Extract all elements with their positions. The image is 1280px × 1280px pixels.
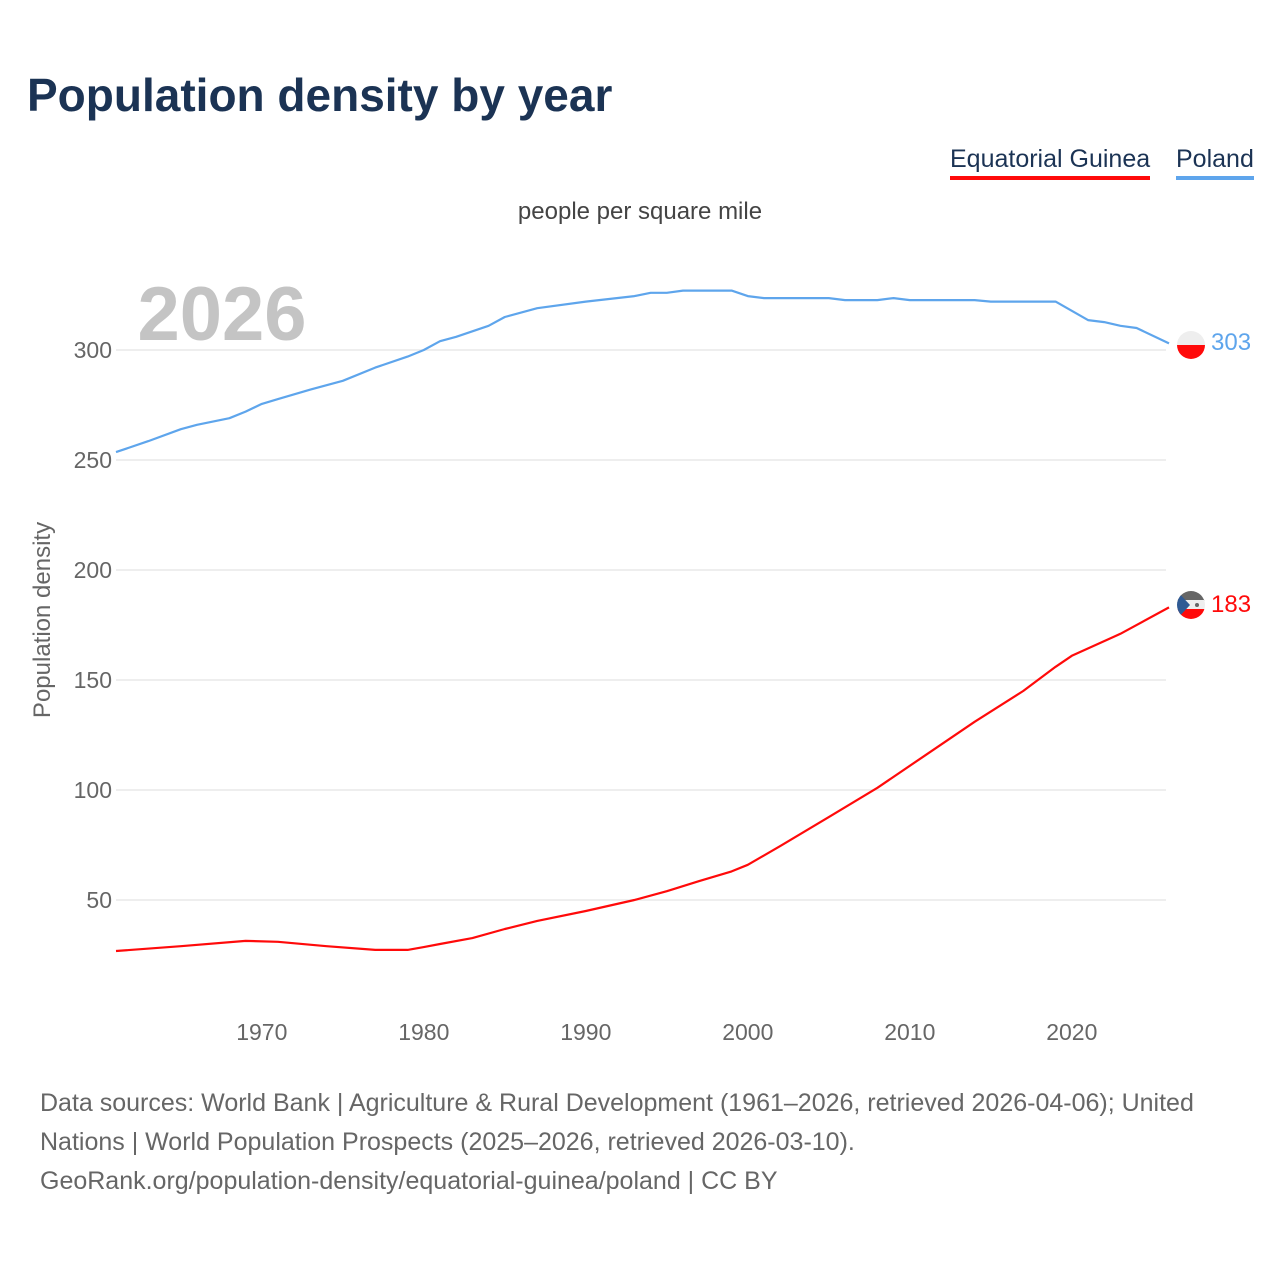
series-line-equatorial-guinea[interactable] — [115, 606, 1170, 953]
y-tick-label: 250 — [74, 447, 112, 473]
x-tick-label: 1990 — [560, 1019, 611, 1045]
x-tick-label: 2000 — [722, 1019, 773, 1045]
y-tick-label: 300 — [74, 337, 112, 363]
x-tick-label: 1980 — [398, 1019, 449, 1045]
poland-flag-icon — [1177, 331, 1205, 359]
poland-end-label: 303 — [1211, 329, 1251, 356]
series-line-poland[interactable] — [115, 289, 1170, 454]
chart-subtitle: people per square mile — [517, 198, 763, 225]
y-tick-label: 200 — [74, 557, 112, 583]
footer: Data sources: World Bank | Agriculture &… — [40, 1084, 1250, 1201]
y-tick-label: 100 — [74, 777, 112, 803]
equatorial-guinea-flag-icon — [1177, 591, 1205, 619]
chart-title: Population density by year — [27, 69, 613, 121]
x-tick-label: 2020 — [1046, 1019, 1097, 1045]
y-tick-label: 50 — [86, 887, 112, 913]
y-tick-label: 150 — [74, 667, 112, 693]
legend-equatorial-guinea[interactable]: Equatorial Guinea — [950, 145, 1151, 180]
legend-poland[interactable]: Poland — [1176, 145, 1254, 180]
year-watermark: 2026 — [137, 272, 306, 357]
x-tick-label: 1970 — [236, 1019, 287, 1045]
y-axis-label: Population density — [29, 522, 56, 718]
data-sources: Data sources: World Bank | Agriculture &… — [40, 1089, 1194, 1156]
line-chart: 2026 50 100 150 200 250 300 1970 1980 1990 2000 20… — [29, 272, 1251, 1045]
x-tick-label: 2010 — [884, 1019, 935, 1045]
credit-link[interactable]: GeoRank.org/population-density/equatoria… — [40, 1167, 778, 1195]
equatorial-guinea-end-label: 183 — [1211, 591, 1251, 618]
